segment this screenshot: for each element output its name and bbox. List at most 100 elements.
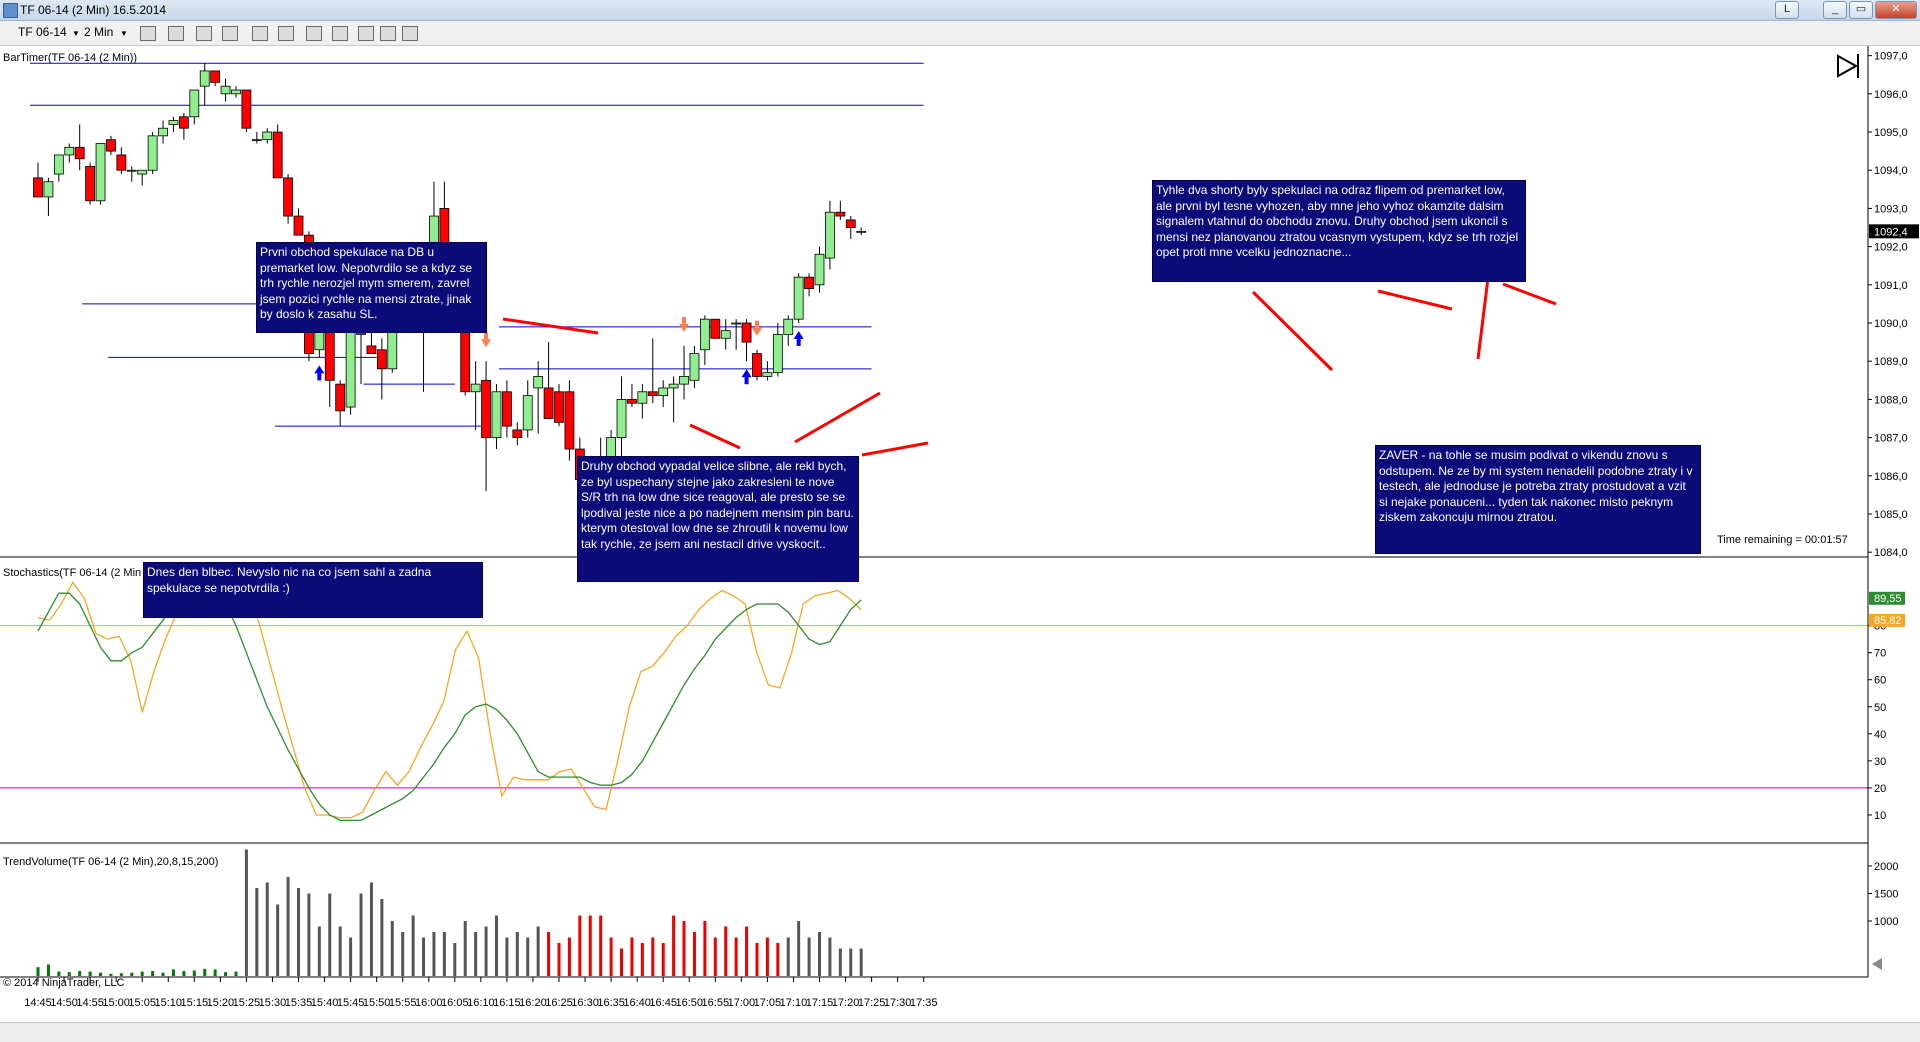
price-panel-label: BarTimer(TF 06-14 (2 Min))	[3, 52, 138, 64]
volume-bar	[859, 948, 863, 976]
time-tick-label: 16:40	[623, 997, 651, 1009]
volume-bar	[213, 969, 217, 976]
volume-bar	[46, 964, 50, 976]
time-tick-label: 15:30	[259, 997, 287, 1009]
time-tick-label: 16:15	[493, 997, 521, 1009]
volume-bar	[161, 972, 165, 976]
time-tick-label: 17:30	[884, 997, 912, 1009]
volume-bar	[651, 937, 655, 976]
volume-bar	[567, 937, 571, 976]
time-tick-label: 17:25	[858, 997, 886, 1009]
volume-bar	[380, 899, 384, 976]
note-conclusion: ZAVER - na tohle se musim podivat o vike…	[1375, 445, 1701, 554]
strategy-icon[interactable]	[222, 26, 238, 41]
volume-bar	[557, 943, 561, 976]
stoch-tick-label: 60	[1874, 675, 1886, 687]
candle-up	[783, 318, 794, 335]
candle-up	[814, 253, 825, 286]
link-button[interactable]: L	[1775, 1, 1799, 19]
indicator-icon[interactable]	[196, 26, 212, 41]
chart-trader-icon[interactable]	[358, 26, 374, 41]
horizontal-scrollbar[interactable]	[0, 1022, 1920, 1042]
candle-down	[501, 391, 512, 427]
volume-bar	[734, 937, 738, 976]
sell-arrow-icon	[679, 323, 690, 332]
candle-up	[43, 181, 54, 198]
volume-bar	[599, 915, 603, 976]
candle-up	[262, 131, 273, 141]
volume-bar	[442, 932, 446, 976]
stoch-tick-label: 50	[1874, 702, 1886, 714]
volume-bar	[192, 970, 196, 976]
chevron-down-icon[interactable]: ▼	[72, 29, 80, 38]
volume-bar	[57, 971, 61, 976]
maximize-button[interactable]: ▭	[1849, 1, 1873, 19]
time-tick-label: 16:25	[545, 997, 573, 1009]
time-tick-label: 16:00	[415, 997, 443, 1009]
time-tick-label: 14:45	[24, 997, 52, 1009]
drawing-tool-icon[interactable]	[168, 26, 184, 41]
sell-arrow-icon	[481, 339, 492, 348]
candle-up	[147, 135, 158, 171]
volume-bar	[692, 932, 696, 976]
annotation-connector	[502, 317, 599, 335]
volume-bar	[640, 943, 644, 976]
window-title: TF 06-14 (2 Min) 16.5.2014	[20, 3, 167, 17]
price-tick-label: 1091,0	[1874, 280, 1908, 292]
volume-bar	[224, 972, 228, 976]
sell-arrow-stem	[754, 320, 759, 328]
crosshair-icon[interactable]	[252, 26, 268, 41]
interval-selector[interactable]: 2 Min	[84, 25, 114, 39]
candle-up	[533, 376, 544, 389]
price-tick-label: 1086,0	[1874, 471, 1908, 483]
buy-arrow-icon	[741, 369, 752, 378]
bar-style-icon[interactable]	[140, 26, 156, 41]
chevron-down-icon[interactable]: ▼	[120, 29, 128, 38]
candle-down	[627, 398, 637, 404]
volume-panel: 1000 1500 2000	[36, 849, 1898, 976]
price-tick-label: 1084,0	[1874, 547, 1908, 559]
properties-icon[interactable]	[306, 26, 322, 41]
data-box-icon[interactable]	[332, 26, 348, 41]
volume-bar	[776, 943, 780, 976]
price-tick-label: 1094,0	[1874, 165, 1908, 177]
time-tick-label: 15:50	[363, 997, 391, 1009]
candle-up	[64, 146, 75, 156]
volume-bar	[411, 915, 415, 976]
volume-label: TrendVolume(TF 06-14 (2 Min),20,8,15,200…	[3, 856, 219, 868]
volume-bar	[786, 937, 790, 976]
candle-up	[616, 398, 627, 438]
candle-up	[199, 70, 210, 87]
annotation-connector	[1476, 277, 1490, 360]
buy-arrow-stem	[744, 377, 749, 385]
annotation-connector	[1377, 289, 1453, 311]
volume-bar	[505, 937, 509, 976]
close-button[interactable]: ✕	[1875, 1, 1917, 19]
candle-down	[210, 70, 221, 83]
price-tick-label: 1088,0	[1874, 394, 1908, 406]
minimize-button[interactable]: _	[1823, 1, 1847, 19]
candle-up	[158, 127, 168, 137]
zoom-icon[interactable]	[278, 26, 294, 41]
volume-bar	[620, 948, 624, 976]
volume-bar	[265, 882, 269, 976]
candle-down	[804, 276, 814, 290]
volume-bar	[765, 937, 769, 976]
export-icon[interactable]	[402, 26, 418, 41]
time-axis: 14:4514:5014:5515:0015:0515:1015:1515:20…	[24, 977, 937, 1009]
time-tick-label: 16:35	[597, 997, 625, 1009]
annotation-connector	[861, 441, 929, 457]
volume-bar	[422, 937, 426, 976]
volume-bar	[703, 921, 707, 976]
sell-arrow-stem	[682, 316, 687, 324]
print-icon[interactable]	[380, 26, 396, 41]
time-tick-label: 15:15	[181, 997, 209, 1009]
time-tick-label: 17:05	[754, 997, 782, 1009]
candle-up	[856, 230, 867, 233]
volume-bar	[359, 893, 363, 976]
current-price-label: 1092,4	[1874, 226, 1908, 238]
time-tick-label: 17:00	[728, 997, 756, 1009]
instrument-selector[interactable]: TF 06-14	[18, 25, 67, 39]
volume-bar	[276, 904, 280, 976]
price-tick-label: 1089,0	[1874, 356, 1908, 368]
